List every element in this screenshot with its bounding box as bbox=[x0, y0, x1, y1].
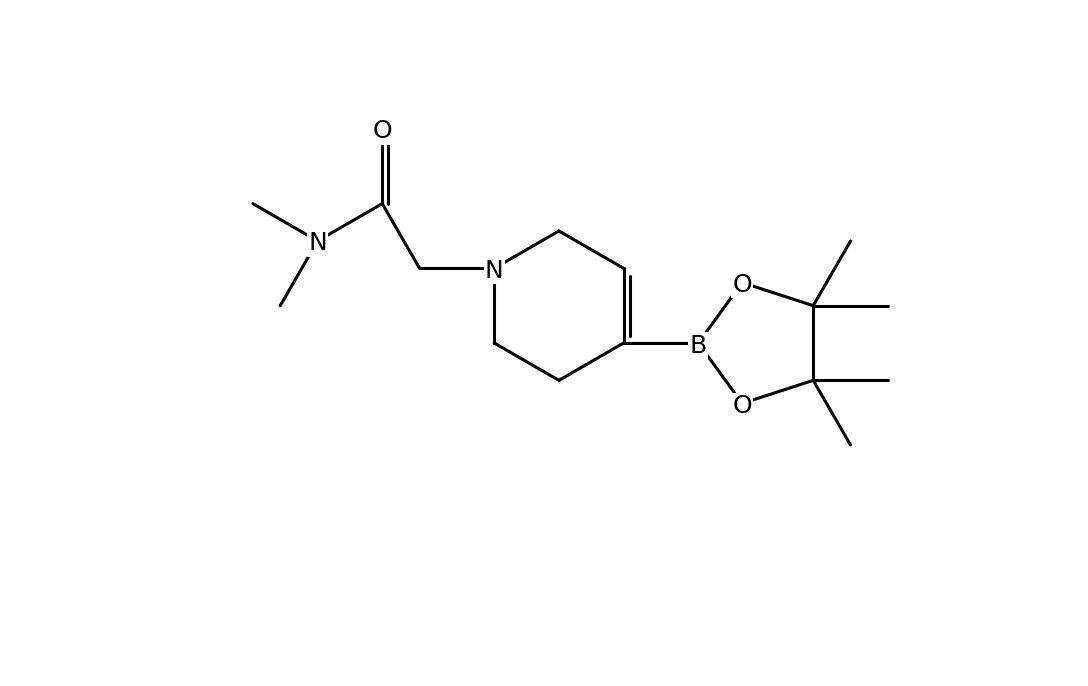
Text: N: N bbox=[308, 231, 327, 255]
Text: O: O bbox=[372, 119, 392, 143]
Text: O: O bbox=[732, 273, 752, 297]
Text: O: O bbox=[732, 394, 752, 418]
Text: N: N bbox=[485, 259, 504, 283]
Text: B: B bbox=[690, 333, 707, 357]
